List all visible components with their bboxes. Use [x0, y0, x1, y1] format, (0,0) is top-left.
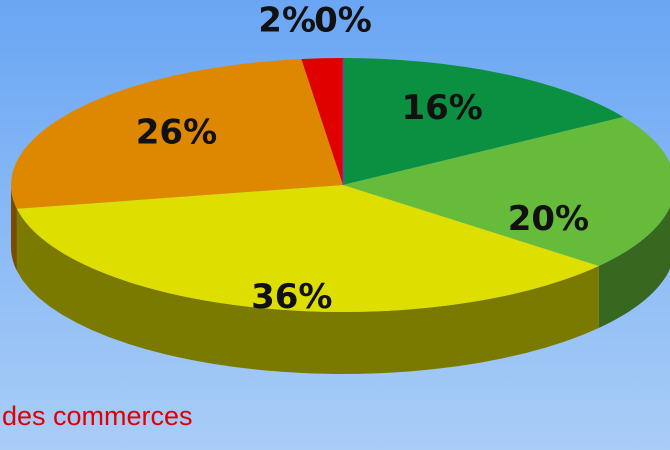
slice — [343, 116, 670, 266]
slice — [10, 59, 344, 209]
slice-side — [16, 208, 599, 374]
annotation: des commerces — [2, 401, 193, 431]
data-label: 0% — [314, 1, 372, 41]
data-label: 20% — [508, 199, 589, 239]
data-label: 2% — [258, 1, 316, 41]
data-label: 16% — [401, 88, 482, 128]
slice-side — [598, 206, 670, 328]
pie: 16% 20% 36% 26% 2%0% — [10, 1, 670, 374]
data-label: 26% — [136, 113, 217, 153]
slice — [301, 58, 343, 185]
slice-side — [11, 185, 17, 271]
slice — [343, 58, 624, 185]
slice — [16, 185, 599, 313]
data-label: 36% — [251, 277, 332, 317]
